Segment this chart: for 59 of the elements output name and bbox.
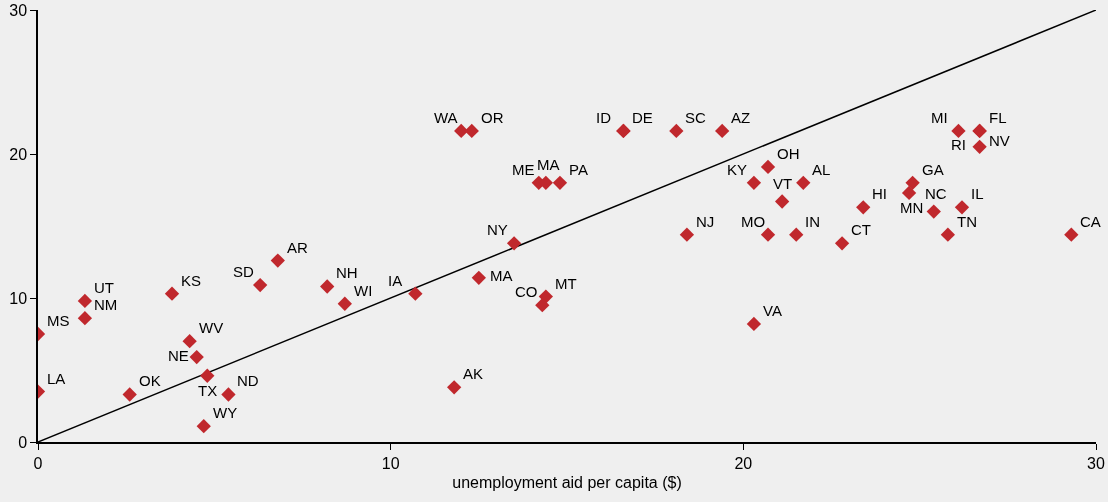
annotation: MS	[47, 312, 70, 329]
annotation: CT	[851, 221, 871, 238]
x-axis-title: unemployment aid per capita ($)	[452, 474, 682, 492]
annotation: IN	[805, 213, 820, 230]
y-tick-label: 0	[18, 433, 28, 451]
x-tick-label: 0	[33, 454, 43, 472]
annotation: VA	[763, 302, 782, 319]
annotation: OK	[139, 372, 161, 389]
annotation: NJ	[696, 213, 715, 230]
annotation: AR	[287, 239, 308, 256]
annotation: NE	[168, 347, 189, 364]
y-tick-label: 20	[9, 145, 28, 163]
annotation: FL	[989, 109, 1007, 126]
y-tick-label: 10	[9, 289, 28, 307]
annotation: GA	[922, 161, 944, 178]
y-tick-label: 30	[9, 1, 28, 19]
annotation: IA	[388, 272, 403, 289]
annotation: NC	[925, 185, 947, 202]
annotation: NV	[989, 132, 1010, 149]
annotation: ID	[596, 109, 612, 126]
annotation: MT	[555, 275, 577, 292]
annotation: AZ	[731, 109, 751, 126]
annotation: WY	[213, 404, 238, 421]
annotation: AL	[812, 161, 831, 178]
annotation: MN	[900, 199, 924, 216]
annotation: VT	[773, 175, 793, 192]
annotation: TN	[957, 213, 977, 230]
annotation: NY	[487, 221, 508, 238]
annotation: KS	[181, 272, 202, 289]
annotation: OR	[481, 109, 504, 126]
annotation: AK	[463, 365, 484, 382]
x-tick-label: 10	[381, 454, 400, 472]
annotation: SC	[685, 109, 706, 126]
annotation: MO	[741, 213, 766, 230]
annotation: CO	[515, 283, 538, 300]
annotation: LA	[47, 370, 66, 387]
annotation: WI	[354, 282, 373, 299]
annotation: TX	[198, 382, 218, 399]
annotation: WV	[199, 319, 224, 336]
annotation: PA	[569, 161, 588, 178]
annotation: ND	[237, 372, 259, 389]
annotation: NH	[336, 264, 358, 281]
annotation: NM	[94, 296, 118, 313]
annotation: UT	[94, 279, 114, 296]
annotation: MA	[490, 267, 513, 284]
annotation: IL	[971, 185, 984, 202]
annotation: RI	[951, 136, 966, 153]
x-tick-label: 20	[734, 454, 753, 472]
annotation: WA	[434, 109, 458, 126]
annotation: MI	[931, 109, 948, 126]
annotation: SD	[233, 263, 254, 280]
annotation: ME	[512, 161, 535, 178]
annotation: MA	[537, 156, 560, 173]
annotation: DE	[632, 109, 653, 126]
annotation: HI	[872, 185, 887, 202]
x-tick-label: 30	[1087, 454, 1105, 472]
annotation: OH	[777, 145, 800, 162]
annotation: CA	[1080, 213, 1101, 230]
annotation: KY	[727, 161, 748, 178]
